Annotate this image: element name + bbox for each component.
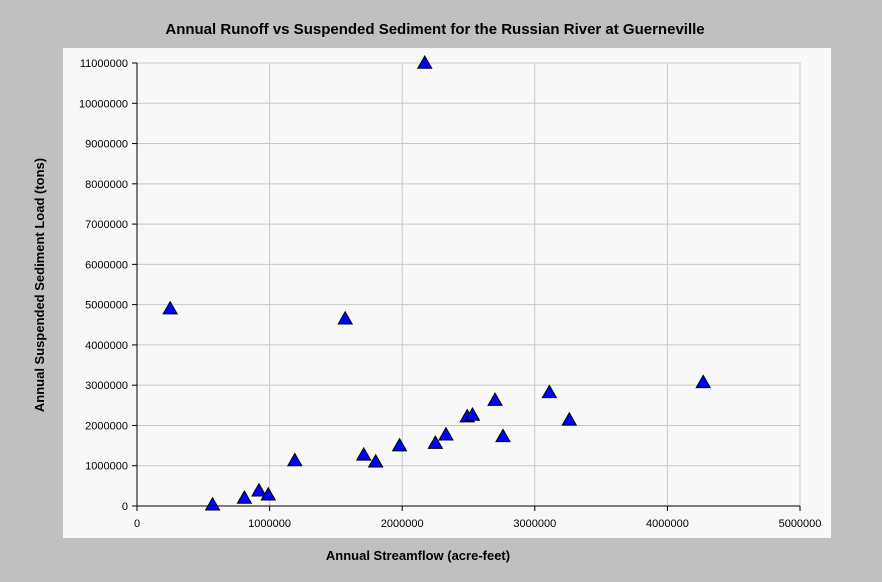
x-axis-label: Annual Streamflow (acre-feet) bbox=[326, 548, 510, 563]
x-tick-labels: 0 1000000 2000000 3000000 4000000 5000000 bbox=[134, 518, 821, 530]
data-point bbox=[438, 426, 454, 441]
data-point bbox=[286, 452, 303, 467]
data-point bbox=[495, 428, 511, 443]
x-tick-label: 0 bbox=[134, 518, 140, 530]
data-point bbox=[541, 384, 558, 399]
x-tick-label: 3000000 bbox=[513, 518, 556, 530]
y-tick-label: 8000000 bbox=[85, 179, 128, 191]
x-tick-label: 1000000 bbox=[248, 518, 291, 530]
x-tick-label: 2000000 bbox=[381, 518, 424, 530]
data-point bbox=[561, 411, 578, 426]
data-point bbox=[464, 406, 481, 421]
y-tick-label: 1000000 bbox=[85, 461, 128, 473]
y-tick-label: 2000000 bbox=[85, 420, 128, 432]
data-point bbox=[162, 300, 179, 315]
y-axis-label: Annual Suspended Sediment Load (tons) bbox=[32, 158, 47, 412]
x-tick-label: 4000000 bbox=[646, 518, 689, 530]
y-tick-labels: 0 1000000 2000000 3000000 4000000 5000000 6000… bbox=[79, 58, 128, 513]
y-tick-label: 9000000 bbox=[85, 139, 128, 151]
plot-area bbox=[136, 62, 801, 507]
data-point bbox=[260, 486, 277, 501]
y-tick-label: 4000000 bbox=[85, 340, 128, 352]
data-point bbox=[236, 489, 253, 504]
data-point bbox=[204, 496, 221, 511]
data-points bbox=[162, 54, 712, 511]
y-tick-label: 10000000 bbox=[79, 98, 128, 110]
y-tick-label: 5000000 bbox=[85, 300, 128, 312]
y-tick-label: 11000000 bbox=[80, 58, 128, 70]
chart-title: Annual Runoff vs Suspended Sediment for … bbox=[165, 21, 704, 38]
data-point bbox=[355, 446, 372, 461]
data-point bbox=[337, 310, 354, 325]
data-point bbox=[416, 54, 433, 69]
data-point bbox=[251, 482, 267, 497]
data-point bbox=[427, 435, 444, 449]
data-point bbox=[391, 437, 408, 452]
y-tick-label: 6000000 bbox=[85, 259, 128, 271]
x-tick-label: 5000000 bbox=[779, 518, 822, 530]
grid bbox=[136, 62, 801, 507]
data-point bbox=[367, 453, 384, 468]
data-point bbox=[487, 392, 503, 406]
y-tick-label: 3000000 bbox=[85, 380, 128, 392]
y-tick-label: 7000000 bbox=[85, 219, 128, 231]
y-tick-label: 0 bbox=[122, 501, 128, 513]
axes bbox=[132, 62, 801, 511]
data-point bbox=[695, 374, 712, 389]
